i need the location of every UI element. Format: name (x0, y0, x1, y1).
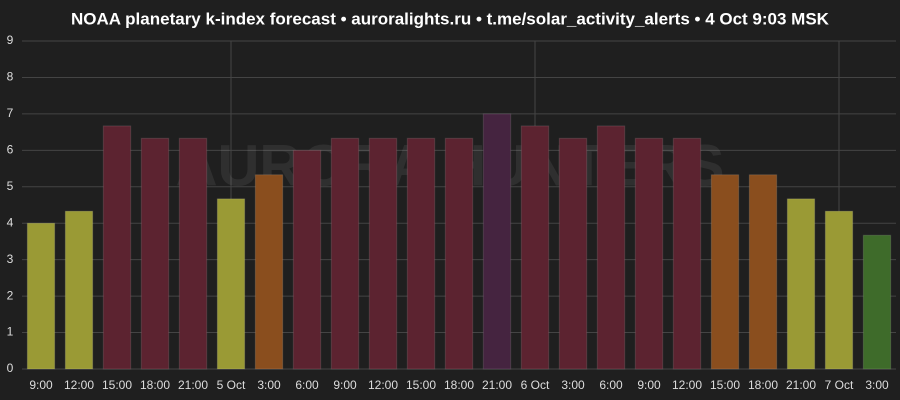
bar (862, 234, 892, 370)
bar (254, 174, 284, 370)
bar (406, 137, 436, 370)
x-tick-label: 6 Oct (521, 378, 550, 392)
bar (824, 210, 854, 370)
bar (216, 198, 246, 370)
bar (748, 174, 778, 370)
y-tick-label: 3 (7, 252, 14, 266)
bar (482, 113, 512, 370)
bar (368, 137, 398, 370)
x-tick-label: 12:00 (368, 378, 398, 392)
x-tick-label: 18:00 (748, 378, 778, 392)
bar (102, 125, 132, 370)
x-tick-label: 18:00 (140, 378, 170, 392)
y-tick-label: 5 (7, 179, 14, 193)
x-tick-label: 12:00 (672, 378, 702, 392)
x-tick-label: 9:00 (637, 378, 661, 392)
x-tick-label: 3:00 (257, 378, 281, 392)
bar (64, 210, 94, 370)
y-tick-label: 7 (7, 106, 14, 120)
bar (558, 137, 588, 370)
bar (140, 137, 170, 370)
bar (178, 137, 208, 370)
y-tick-label: 9 (7, 33, 14, 47)
x-tick-label: 15:00 (710, 378, 740, 392)
y-tick-label: 4 (7, 215, 14, 229)
x-tick-label: 21:00 (482, 378, 512, 392)
bar (330, 137, 360, 370)
x-tick-label: 21:00 (786, 378, 816, 392)
x-tick-label: 18:00 (444, 378, 474, 392)
bar (292, 149, 322, 370)
x-tick-label: 15:00 (406, 378, 436, 392)
x-tick-label: 3:00 (561, 378, 585, 392)
y-tick-label: 2 (7, 288, 14, 302)
bar (710, 174, 740, 370)
x-tick-label: 21:00 (178, 378, 208, 392)
x-tick-label: 5 Oct (217, 378, 246, 392)
x-tick-label: 6:00 (295, 378, 319, 392)
y-tick-label: 0 (7, 361, 14, 375)
x-tick-label: 9:00 (29, 378, 53, 392)
bar (786, 198, 816, 370)
y-tick-label: 8 (7, 70, 14, 84)
chart-title: NOAA planetary k-index forecast • aurora… (71, 9, 830, 28)
bar (672, 137, 702, 370)
bar (26, 222, 56, 370)
bar (444, 137, 474, 370)
x-tick-label: 7 Oct (825, 378, 854, 392)
bar (596, 125, 626, 370)
x-tick-label: 3:00 (865, 378, 889, 392)
x-tick-label: 9:00 (333, 378, 357, 392)
x-tick-label: 15:00 (102, 378, 132, 392)
x-tick-label: 12:00 (64, 378, 94, 392)
x-tick-label: 6:00 (599, 378, 623, 392)
bar (634, 137, 664, 370)
bar (520, 125, 550, 370)
y-tick-label: 1 (7, 325, 14, 339)
y-tick-label: 6 (7, 143, 14, 157)
